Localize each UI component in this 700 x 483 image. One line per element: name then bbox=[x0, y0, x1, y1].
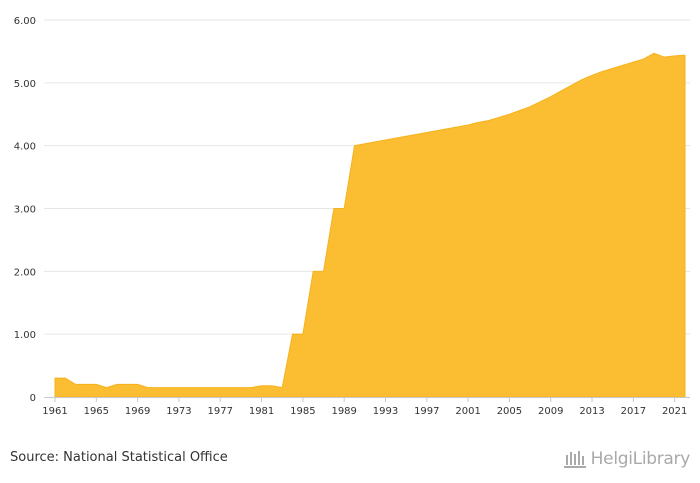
x-tick-label: 2013 bbox=[579, 406, 604, 417]
y-tick-label: 2.00 bbox=[14, 267, 36, 278]
x-tick-label: 2001 bbox=[455, 406, 480, 417]
series-area bbox=[54, 52, 686, 398]
logo-text: HelgiLibrary bbox=[590, 449, 691, 469]
x-tick-label: 1973 bbox=[166, 406, 191, 417]
x-tick-label: 2017 bbox=[621, 406, 646, 417]
area-chart: 01.002.003.004.005.006.00 1961 1965 1969 19… bbox=[14, 16, 690, 417]
area-series bbox=[54, 52, 686, 398]
x-tick-label: 1965 bbox=[84, 406, 109, 417]
y-tick-label: 6.00 bbox=[14, 16, 36, 27]
x-tick-label: 1969 bbox=[125, 406, 150, 417]
x-tick-label: 1989 bbox=[331, 406, 356, 417]
x-tick-label: 1993 bbox=[373, 406, 398, 417]
y-tick-label: 4.00 bbox=[14, 142, 36, 153]
x-tick-label: 1977 bbox=[208, 406, 233, 417]
x-tick-label: 1981 bbox=[249, 406, 274, 417]
y-axis: 0 1.00 2.00 3.00 4.00 5.00 6.00 bbox=[14, 16, 36, 404]
helgi-library-logo[interactable]: HelgiLibrary bbox=[563, 446, 690, 472]
library-building-icon bbox=[563, 451, 586, 468]
chart-footer: Source: National Statistical Office Helg… bbox=[0, 438, 700, 483]
x-tick-label: 1961 bbox=[42, 406, 67, 417]
y-tick-label: 3.00 bbox=[14, 205, 36, 216]
x-tick-label: 1997 bbox=[414, 406, 439, 417]
source-note: Source: National Statistical Office bbox=[10, 450, 228, 465]
x-tick-label: 1985 bbox=[290, 406, 315, 417]
y-tick-label: 1.00 bbox=[14, 330, 36, 341]
x-tick-label: 2005 bbox=[497, 406, 522, 417]
x-tick-label: 2021 bbox=[662, 406, 687, 417]
y-tick-label: 0 bbox=[30, 393, 36, 404]
y-tick-label: 5.00 bbox=[14, 79, 36, 90]
x-tick-label: 2009 bbox=[538, 406, 563, 417]
x-axis: 1961 1965 1969 1973 1977 1981 1985 1989 1993 1997… bbox=[42, 397, 690, 417]
